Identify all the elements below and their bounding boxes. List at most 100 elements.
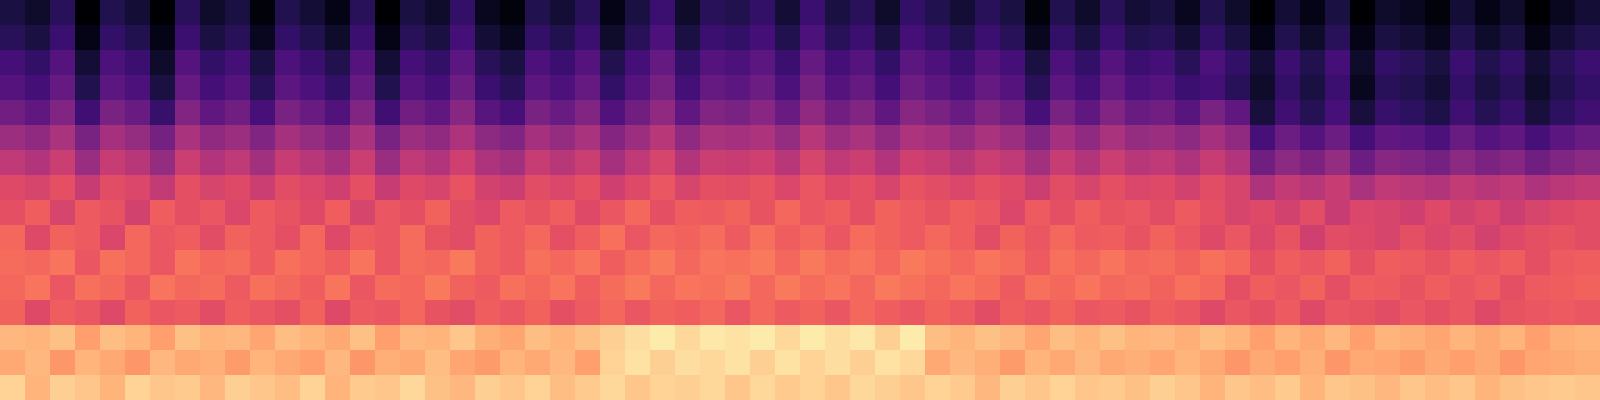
heatmap-cell <box>725 275 751 301</box>
heatmap-cell <box>700 175 726 201</box>
heatmap-cell <box>125 300 151 326</box>
heatmap-cell <box>800 0 826 26</box>
heatmap-cell <box>650 325 676 351</box>
heatmap-cell <box>1400 150 1426 176</box>
heatmap-cell <box>975 150 1001 176</box>
heatmap-cell <box>900 50 926 76</box>
heatmap-cell <box>1175 125 1201 151</box>
heatmap-cell <box>950 275 976 301</box>
heatmap-cell <box>0 350 26 376</box>
heatmap-cell <box>1000 325 1026 351</box>
heatmap-cell <box>825 50 851 76</box>
heatmap-cell <box>1375 0 1401 26</box>
heatmap-cell <box>50 275 76 301</box>
heatmap-cell <box>925 200 951 226</box>
heatmap-cell <box>1550 250 1576 276</box>
heatmap-cell <box>350 325 376 351</box>
heatmap-cell <box>1450 225 1476 251</box>
heatmap-cell <box>775 225 801 251</box>
heatmap-cell <box>550 150 576 176</box>
heatmap-cell <box>1500 350 1526 376</box>
heatmap-cell <box>275 225 301 251</box>
heatmap-cell <box>200 150 226 176</box>
heatmap-cell <box>250 150 276 176</box>
heatmap-cell <box>1575 50 1600 76</box>
heatmap-cell <box>75 50 101 76</box>
heatmap-cell <box>50 325 76 351</box>
heatmap-cell <box>900 25 926 51</box>
heatmap-cell <box>1400 225 1426 251</box>
heatmap-cell <box>450 225 476 251</box>
heatmap-cell <box>1350 225 1376 251</box>
heatmap-cell <box>75 325 101 351</box>
heatmap-cell <box>1475 250 1501 276</box>
heatmap-cell <box>675 275 701 301</box>
heatmap-cell <box>350 225 376 251</box>
heatmap-cell <box>1150 0 1176 26</box>
heatmap-cell <box>1150 100 1176 126</box>
heatmap-cell <box>1350 150 1376 176</box>
heatmap-cell <box>350 175 376 201</box>
heatmap-cell <box>825 175 851 201</box>
heatmap-cell <box>1525 100 1551 126</box>
heatmap-cell <box>350 350 376 376</box>
heatmap-cell <box>1475 325 1501 351</box>
heatmap-cell <box>1100 375 1126 400</box>
heatmap-cell <box>325 125 351 151</box>
heatmap-cell <box>75 175 101 201</box>
heatmap-cell <box>325 225 351 251</box>
heatmap-cell <box>1125 250 1151 276</box>
heatmap-cell <box>775 200 801 226</box>
heatmap-cell <box>1550 150 1576 176</box>
heatmap-cell <box>800 150 826 176</box>
heatmap-cell <box>25 75 51 101</box>
heatmap-cell <box>850 250 876 276</box>
heatmap-cell <box>1275 375 1301 400</box>
heatmap-cell <box>1000 300 1026 326</box>
heatmap-cell <box>450 325 476 351</box>
heatmap-cell <box>900 0 926 26</box>
heatmap-cell <box>675 350 701 376</box>
heatmap-cell <box>400 250 426 276</box>
heatmap-cell <box>75 300 101 326</box>
heatmap-cell <box>475 175 501 201</box>
heatmap-cell <box>625 350 651 376</box>
heatmap-cell <box>1125 200 1151 226</box>
heatmap-cell <box>50 225 76 251</box>
heatmap-cell <box>0 175 26 201</box>
heatmap-cell <box>825 375 851 400</box>
heatmap-cell <box>650 350 676 376</box>
heatmap-cell <box>1350 250 1376 276</box>
heatmap-cell <box>500 175 526 201</box>
heatmap-cell <box>500 100 526 126</box>
heatmap-cell <box>850 300 876 326</box>
heatmap-cell <box>175 125 201 151</box>
heatmap-cell <box>500 0 526 26</box>
heatmap-cell <box>1450 250 1476 276</box>
heatmap-cell <box>475 200 501 226</box>
heatmap-cell <box>450 75 476 101</box>
heatmap-cell <box>1250 25 1276 51</box>
heatmap-cell <box>825 250 851 276</box>
heatmap-cell <box>0 300 26 326</box>
heatmap-cell <box>250 25 276 51</box>
heatmap-cell <box>1175 300 1201 326</box>
heatmap-cell <box>950 75 976 101</box>
heatmap-cell <box>300 50 326 76</box>
heatmap-cell <box>575 125 601 151</box>
heatmap-cell <box>550 225 576 251</box>
heatmap-cell <box>300 325 326 351</box>
heatmap-cell <box>1375 375 1401 400</box>
heatmap-cell <box>200 225 226 251</box>
heatmap-cell <box>1375 250 1401 276</box>
heatmap-cell <box>1050 350 1076 376</box>
heatmap-cell <box>875 350 901 376</box>
heatmap-cell <box>425 25 451 51</box>
heatmap-cell <box>775 375 801 400</box>
heatmap-cell <box>250 50 276 76</box>
heatmap-cell <box>1150 25 1176 51</box>
heatmap-cell <box>1125 0 1151 26</box>
heatmap-cell <box>1200 0 1226 26</box>
heatmap-cell <box>1200 50 1226 76</box>
heatmap-cell <box>800 350 826 376</box>
